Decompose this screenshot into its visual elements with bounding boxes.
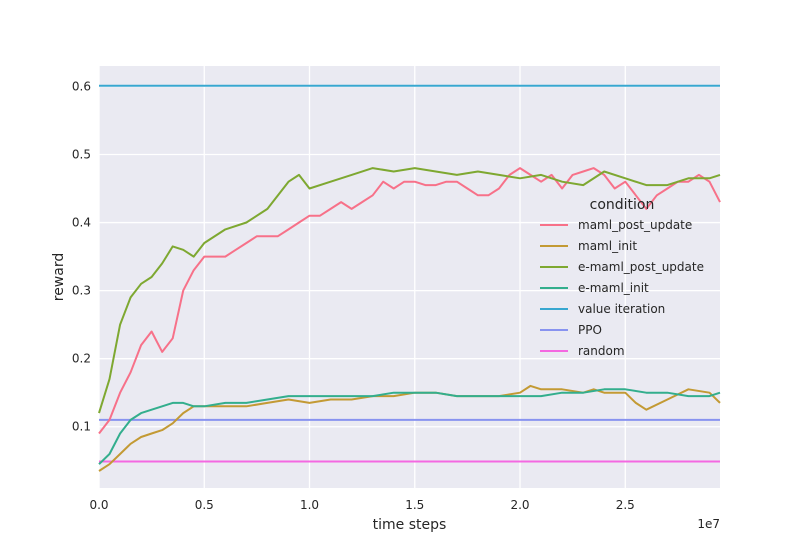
y-axis-label: reward [51, 253, 67, 302]
legend-entry: maml_post_update [578, 218, 692, 232]
series-line-maml-init [98, 384, 721, 472]
series-line-maml-post-update [98, 167, 721, 435]
legend-entry: e-maml_init [578, 281, 649, 295]
y-axis-ticks: 0.1 0.2 0.3 0.4 0.5 0.6 [72, 79, 91, 433]
x-axis-label: time steps [373, 517, 447, 533]
y-tick-label: 0.2 [72, 352, 91, 366]
y-tick-label: 0.5 [72, 147, 91, 161]
x-axis-ticks: 0.0 0.5 1.0 1.5 2.0 2.5 [89, 498, 634, 512]
legend-entry: maml_init [578, 239, 637, 253]
series-line-e-maml-post-update [98, 167, 721, 414]
x-tick-label: 0.0 [89, 498, 108, 512]
series-lines [98, 84, 721, 472]
legend-entry: random [578, 344, 625, 358]
y-tick-label: 0.3 [72, 284, 91, 298]
x-tick-label: 2.0 [510, 498, 529, 512]
legend: condition maml_post_update maml_init e-mam… [540, 197, 704, 358]
x-tick-label: 1.5 [405, 498, 424, 512]
x-axis-offset-label: 1e7 [697, 517, 720, 531]
x-tick-label: 0.5 [195, 498, 214, 512]
x-tick-label: 1.0 [300, 498, 319, 512]
x-tick-label: 2.5 [616, 498, 635, 512]
legend-entry: PPO [578, 323, 602, 337]
legend-entry: e-maml_post_update [578, 260, 704, 274]
y-tick-label: 0.1 [72, 420, 91, 434]
grid-lines [98, 66, 720, 488]
legend-title: condition [590, 197, 655, 213]
legend-entry: value iteration [578, 302, 665, 316]
y-tick-label: 0.6 [72, 79, 91, 93]
y-tick-label: 0.4 [72, 216, 91, 230]
series-line-e-maml-init [98, 388, 721, 465]
plot-area [99, 66, 720, 488]
